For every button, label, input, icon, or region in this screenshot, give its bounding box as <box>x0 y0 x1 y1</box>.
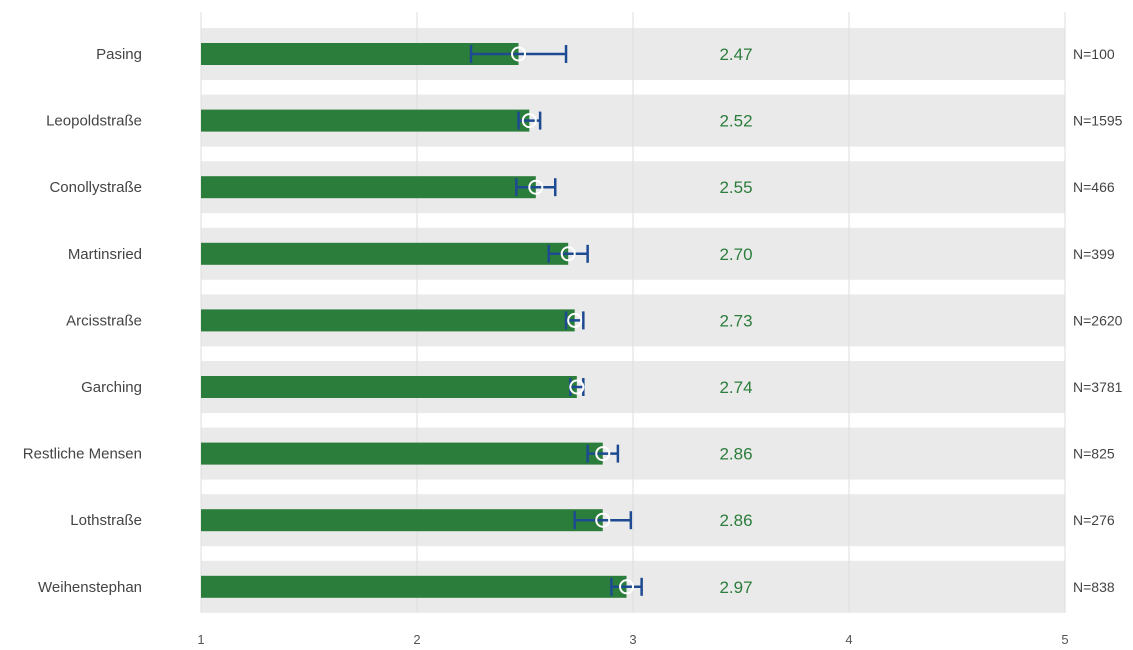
value-label: 2.55 <box>719 178 752 197</box>
value-label: 2.86 <box>719 445 752 464</box>
value-label: 2.86 <box>719 511 752 530</box>
category-label: Weihenstephan <box>38 579 142 596</box>
category-label: Garching <box>81 379 142 396</box>
mean-marker <box>528 179 544 195</box>
value-label: 2.97 <box>719 578 752 597</box>
x-tick-label: 5 <box>1061 632 1068 647</box>
n-count-label: N=466 <box>1073 179 1115 195</box>
n-count-label: N=838 <box>1073 579 1115 595</box>
n-count-label: N=2620 <box>1073 312 1123 328</box>
mean-marker <box>619 579 635 595</box>
bar <box>201 43 519 65</box>
error-bars <box>469 45 643 596</box>
value-label: 2.52 <box>719 112 752 131</box>
x-tick-label: 3 <box>629 632 636 647</box>
bar <box>201 575 627 598</box>
bar <box>201 376 577 398</box>
mean-marker <box>521 113 537 129</box>
mean-marker <box>569 379 585 395</box>
n-count-label: N=825 <box>1073 446 1115 462</box>
mean-marker <box>595 512 611 528</box>
n-count-label: N=100 <box>1073 46 1115 62</box>
mean-marker <box>567 312 583 328</box>
bar <box>201 242 569 265</box>
mean-marker <box>560 246 576 262</box>
bar <box>201 176 536 199</box>
category-label: Conollystraße <box>49 179 142 196</box>
x-axis-ticks: 1 2 3 4 5 <box>197 632 1068 647</box>
n-count-label: N=399 <box>1073 246 1115 262</box>
category-label: Restliche Mensen <box>23 446 142 463</box>
n-count-label: N=3781 <box>1073 379 1123 395</box>
category-label: Martinsried <box>68 246 142 263</box>
bar <box>201 442 603 465</box>
mean-marker <box>595 446 611 462</box>
category-label: Lothstraße <box>70 512 142 529</box>
category-label: Leopoldstraße <box>46 113 142 130</box>
bar <box>201 109 530 132</box>
n-count-label: N=276 <box>1073 512 1115 528</box>
bars <box>201 43 627 598</box>
category-label: Arcisstraße <box>66 312 142 329</box>
value-label: 2.70 <box>719 245 752 264</box>
x-tick-label: 2 <box>413 632 420 647</box>
n-count-label: N=1595 <box>1073 113 1123 129</box>
bar <box>201 509 603 532</box>
bar <box>201 309 575 332</box>
mean-marker <box>511 46 527 62</box>
value-label: 2.47 <box>719 45 752 64</box>
x-tick-label: 4 <box>845 632 852 647</box>
value-label: 2.74 <box>719 378 752 397</box>
x-tick-label: 1 <box>197 632 204 647</box>
labels: Pasing 2.47 N=100 Leopoldstraße 2.52 N=1595 Co… <box>23 45 1123 597</box>
value-label: 2.73 <box>719 311 752 330</box>
category-label: Pasing <box>96 46 142 63</box>
